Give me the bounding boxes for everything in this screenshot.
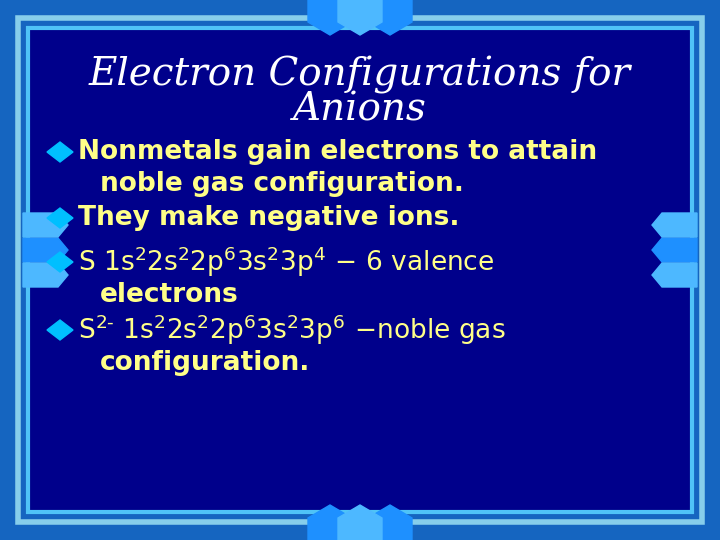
Text: noble gas configuration.: noble gas configuration. [100,171,464,197]
Bar [28,28,692,512]
Polygon shape [23,238,68,262]
Text: Electron Configurations for: Electron Configurations for [89,56,631,94]
Polygon shape [23,213,68,237]
Polygon shape [47,320,73,340]
Polygon shape [652,263,697,287]
Polygon shape [47,252,73,272]
Polygon shape [368,505,412,540]
Polygon shape [308,505,352,540]
Polygon shape [368,0,412,35]
Text: electrons: electrons [100,282,239,308]
Polygon shape [652,213,697,237]
Polygon shape [308,0,352,35]
Text: Nonmetals gain electrons to attain: Nonmetals gain electrons to attain [78,139,597,165]
Polygon shape [338,505,382,540]
Polygon shape [47,142,73,162]
Polygon shape [338,0,382,35]
Polygon shape [47,208,73,228]
Text: They make negative ions.: They make negative ions. [78,205,459,231]
Polygon shape [652,238,697,262]
Text: Anions: Anions [293,91,427,129]
Text: $\mathsf{S\ 1s^22s^22p^63s^23p^4}$ $\mathsf{-\ 6\ valence}$: $\mathsf{S\ 1s^22s^22p^63s^23p^4}$ $\mat… [78,245,495,279]
Text: $\mathsf{S^{2\text{-}}\ 1s^22s^22p^63s^23p^6}$ $\mathsf{-noble\ gas}$: $\mathsf{S^{2\text{-}}\ 1s^22s^22p^63s^2… [78,313,505,347]
Polygon shape [23,263,68,287]
Text: configuration.: configuration. [100,350,310,376]
